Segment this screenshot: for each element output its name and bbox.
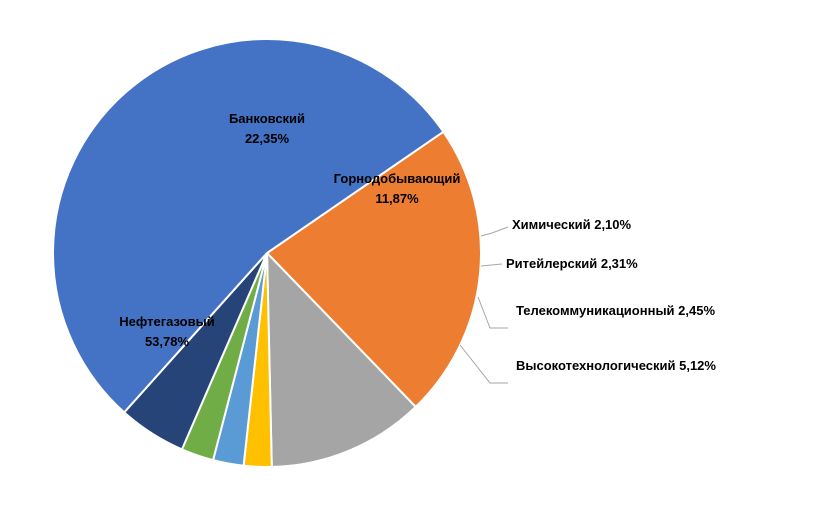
leader-line-3 (480, 263, 503, 267)
pie-slice-6 (52, 38, 445, 414)
pie-slice-0 (265, 130, 482, 409)
slice-label-2: Химический 2,10% (512, 217, 632, 232)
pie-slice-1 (265, 250, 418, 468)
leader-line-5 (459, 344, 508, 384)
slice-label-name-0: Банковский (229, 111, 305, 126)
slice-label-4: Телекоммуникационный 2,45% (516, 303, 715, 318)
slice-label-3: Ритейлерский 2,31% (506, 256, 638, 271)
slice-label-value-0: 22,35% (245, 131, 290, 146)
slice-label-name-1: Горнодобывающий (334, 171, 461, 186)
slice-label-value-1: 11,87% (375, 191, 419, 206)
slice-label-name-6: Нефтегазовый (119, 314, 214, 329)
leader-line-4 (477, 296, 508, 329)
slice-label-5: Высокотехнологический 5,12% (516, 358, 716, 373)
leader-line-2 (480, 226, 509, 237)
slice-label-value-6: 53,78% (145, 334, 190, 349)
